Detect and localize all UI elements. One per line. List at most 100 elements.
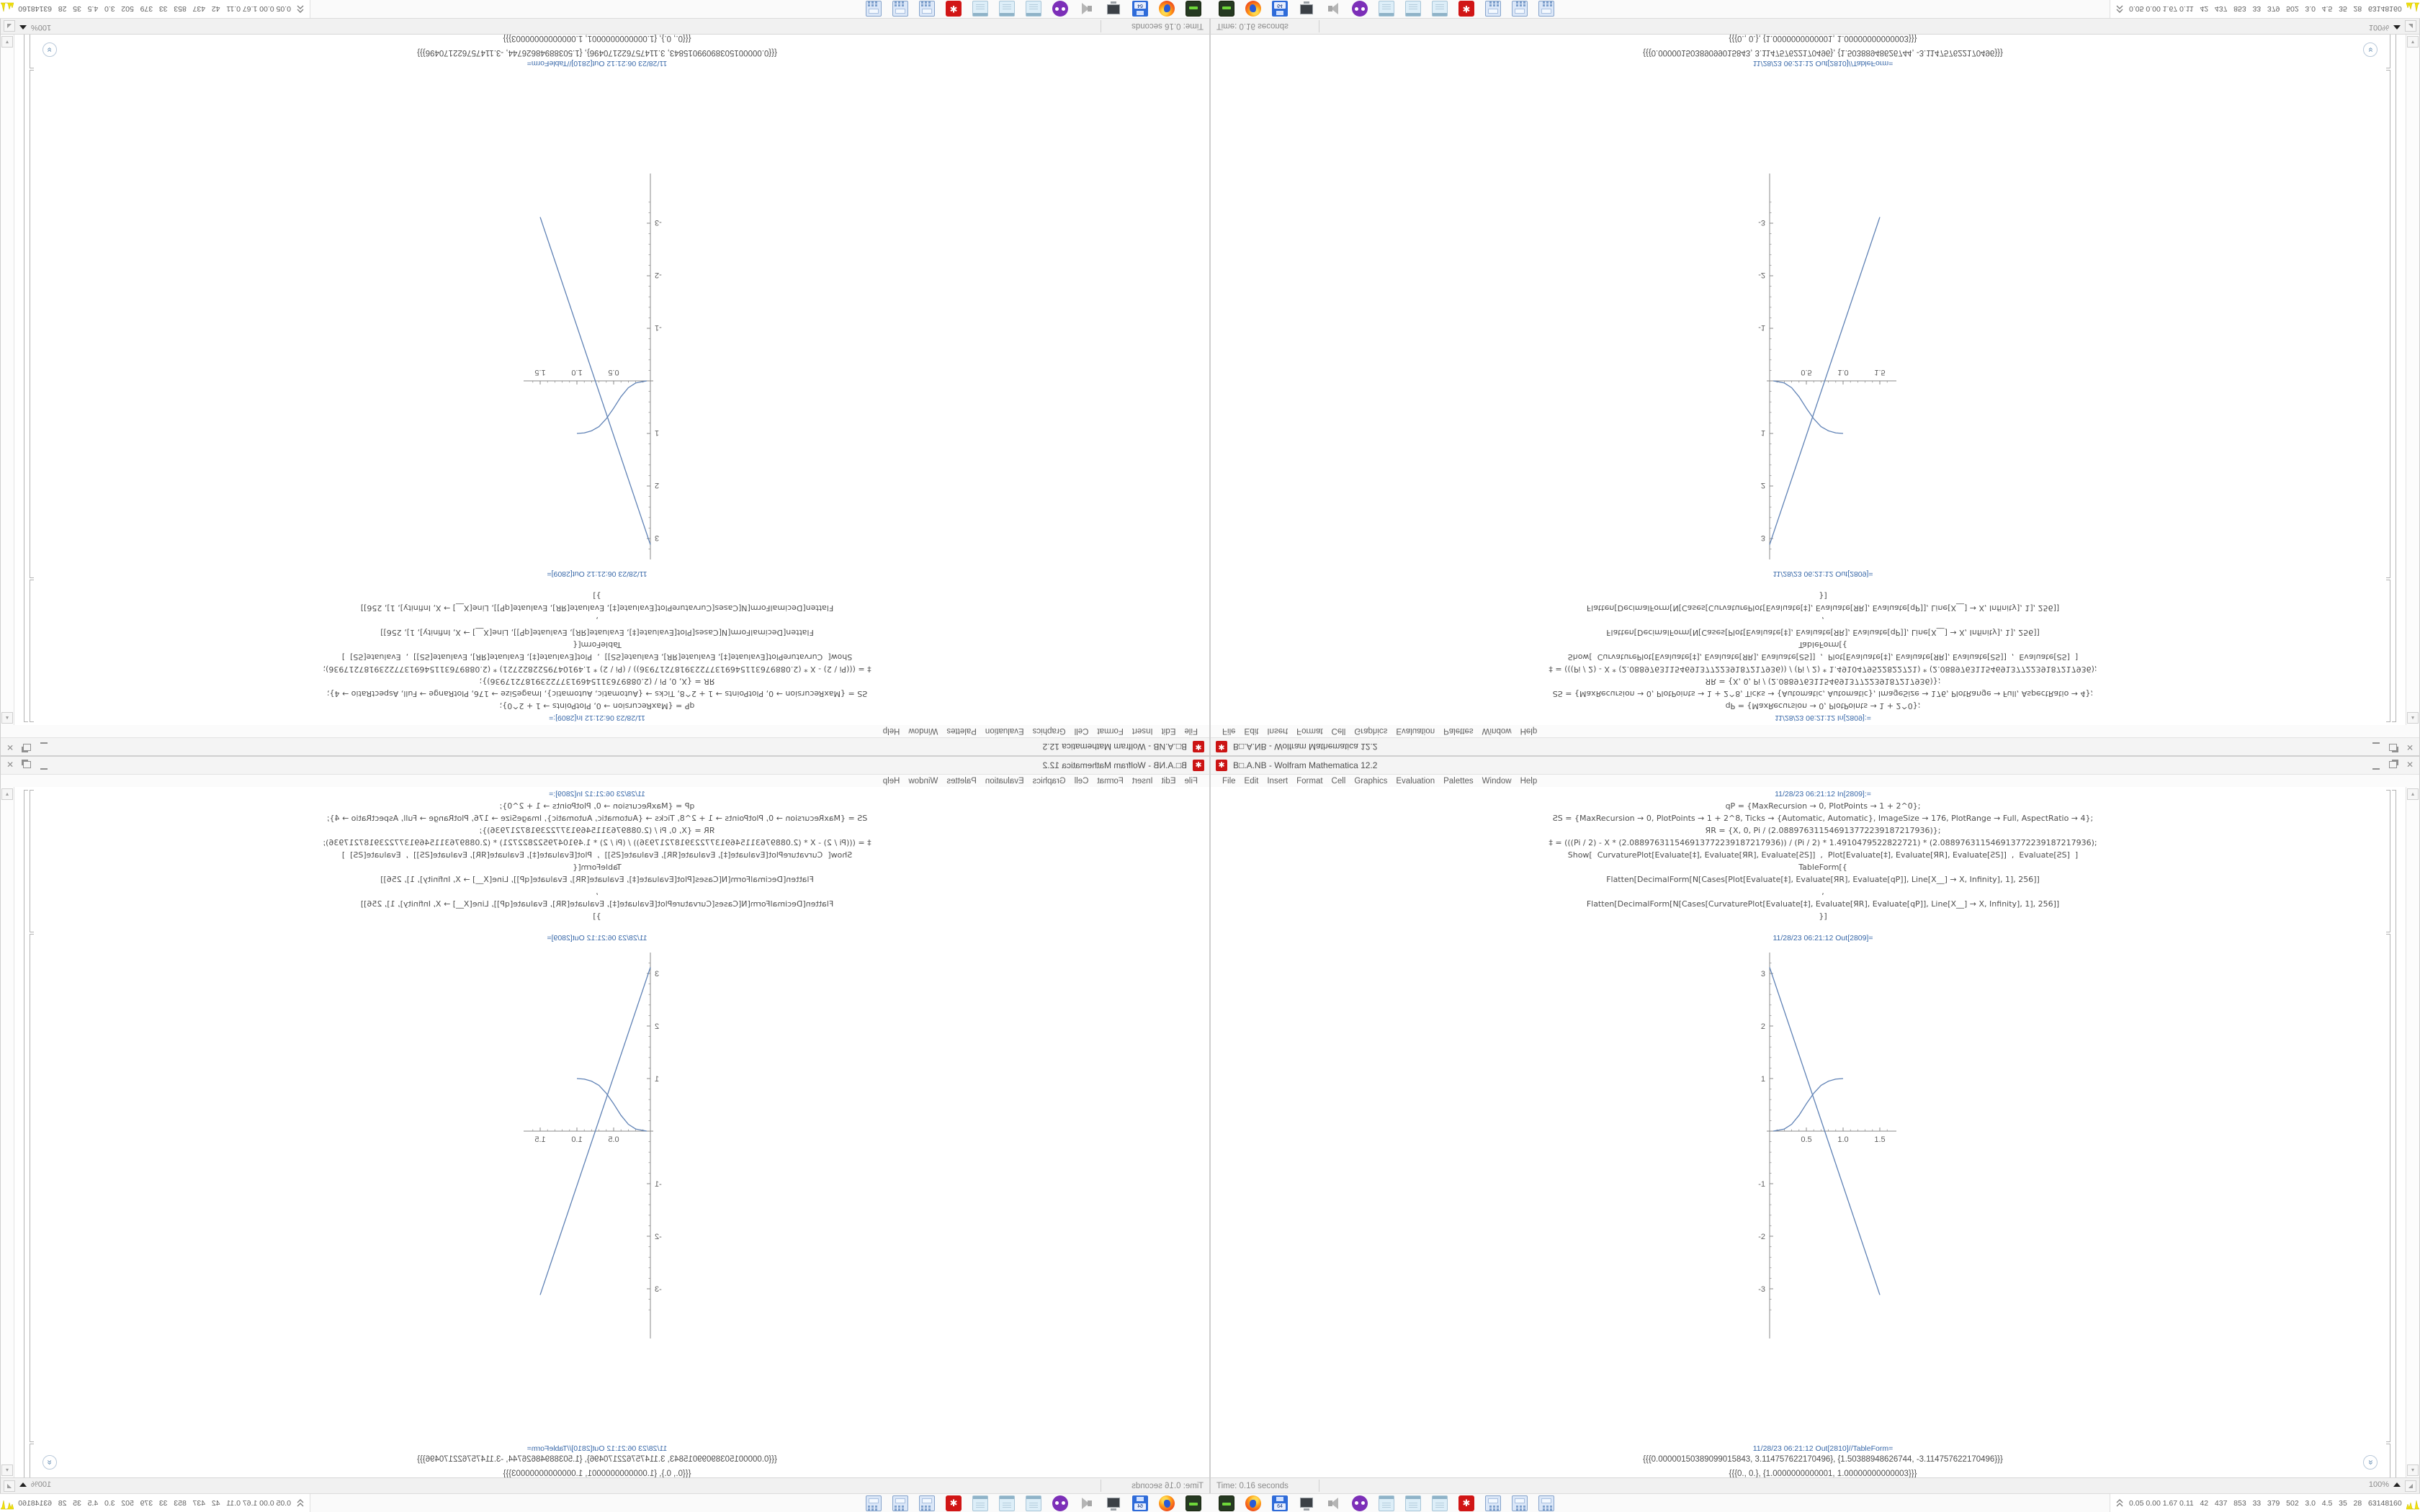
menu-help[interactable]: Help: [1520, 726, 1538, 735]
menu-format[interactable]: Format: [1296, 777, 1323, 786]
input-cell[interactable]: qP = {MaxRecursion → 0, PlotPoints → 1 +…: [1542, 590, 2104, 712]
floppy-64-icon[interactable]: 64: [1132, 1495, 1148, 1511]
purple-app-icon[interactable]: [1352, 1, 1368, 17]
code-line[interactable]: ‡ = (((Pi / 2) - X * (2.0889763115469137…: [323, 838, 871, 847]
menu-window[interactable]: Window: [908, 726, 938, 735]
menu-help[interactable]: Help: [882, 777, 900, 786]
menu-edit[interactable]: Edit: [1161, 726, 1176, 735]
floppy-64-icon[interactable]: 64: [1272, 1, 1288, 17]
code-line[interactable]: TableForm[{: [1798, 640, 1847, 649]
scroll-to-end-button[interactable]: »: [42, 42, 57, 57]
vertical-scrollbar[interactable]: ▴ ▾: [2406, 35, 2419, 725]
code-line[interactable]: ‡ = (((Pi / 2) - X * (2.0889763115469137…: [1549, 665, 2097, 674]
notepad-icon[interactable]: [1379, 1, 1394, 17]
firefox-icon[interactable]: [1245, 1, 1261, 17]
menu-insert[interactable]: Insert: [1131, 726, 1153, 735]
menu-window[interactable]: Window: [1482, 726, 1512, 735]
expand-chevrons-icon[interactable]: [2116, 5, 2123, 14]
speaker-icon[interactable]: [1325, 1, 1341, 17]
storage-box-icon[interactable]: [1186, 1495, 1201, 1511]
scroll-up-arrow-icon[interactable]: ▴: [1, 788, 13, 800]
code-line[interactable]: qP = {MaxRecursion → 0, PlotPoints → 1 +…: [499, 801, 695, 811]
code-line[interactable]: TableForm[{: [573, 863, 622, 872]
window-titlebar[interactable]: B□.A.NB - Wolfram Mathematica 12.2 ✕: [1211, 737, 2419, 755]
notebook-area[interactable]: 11/28/23 06:21:12 In[2809]:= qP = {MaxRe…: [14, 35, 1209, 725]
scroll-down-arrow-icon[interactable]: ▾: [1, 1464, 13, 1476]
display-monitor-icon[interactable]: [1299, 1, 1314, 17]
display-monitor-icon[interactable]: [1106, 1, 1121, 17]
code-line[interactable]: Flatten[DecimalForm[N[Cases[CurvaturePlo…: [360, 603, 834, 613]
storage-box-icon[interactable]: [1219, 1495, 1234, 1511]
code-line[interactable]: Show[ CurvaturePlot[Evaluate[‡], Evaluat…: [341, 850, 853, 860]
purple-app-icon[interactable]: [1052, 1, 1068, 17]
code-line[interactable]: TableForm[{: [1798, 863, 1847, 872]
code-line[interactable]: ЯR = {X, 0, Pi / (2.08897631154691377223…: [479, 677, 715, 686]
notebook-area[interactable]: 11/28/23 06:21:12 In[2809]:= qP = {MaxRe…: [1211, 35, 2406, 725]
code-line[interactable]: Show[ CurvaturePlot[Evaluate[‡], Evaluat…: [341, 652, 853, 662]
code-line[interactable]: }]: [593, 912, 601, 921]
calculator-icon[interactable]: [892, 1, 908, 17]
code-line[interactable]: ,: [1821, 616, 1824, 625]
calculator-icon[interactable]: [1512, 1, 1528, 17]
output-plot-cell-bracket[interactable]: [2386, 70, 2390, 578]
minimize-button[interactable]: [2372, 760, 2380, 770]
menu-edit[interactable]: Edit: [1244, 777, 1259, 786]
calculator-icon[interactable]: [1485, 1, 1501, 17]
minimize-button[interactable]: [40, 742, 48, 752]
speaker-icon[interactable]: [1325, 1495, 1341, 1511]
calculator-icon[interactable]: [1538, 1495, 1554, 1511]
scroll-down-arrow-icon[interactable]: ▾: [1, 36, 13, 48]
notepad-icon[interactable]: [1405, 1495, 1421, 1511]
menu-evaluation[interactable]: Evaluation: [985, 777, 1024, 786]
menu-file[interactable]: File: [1222, 726, 1236, 735]
code-line[interactable]: ƧS = {MaxRecursion → 0, PlotPoints → 1 +…: [1552, 689, 2094, 698]
magnification-control[interactable]: 100%: [2369, 1480, 2401, 1489]
maximize-button[interactable]: [2388, 761, 2397, 768]
purple-app-icon[interactable]: [1352, 1495, 1368, 1511]
code-line[interactable]: ƧS = {MaxRecursion → 0, PlotPoints → 1 +…: [326, 689, 868, 698]
calculator-icon[interactable]: [919, 1, 935, 17]
notepad-icon[interactable]: [1432, 1495, 1448, 1511]
code-line[interactable]: Flatten[DecimalForm[N[Cases[Plot[Evaluat…: [1606, 875, 2040, 884]
close-button[interactable]: ✕: [2406, 760, 2414, 770]
input-cell-bracket[interactable]: [2386, 580, 2390, 722]
calculator-icon[interactable]: [866, 1, 882, 17]
calculator-icon[interactable]: [866, 1495, 882, 1511]
code-line[interactable]: ƧS = {MaxRecursion → 0, PlotPoints → 1 +…: [1552, 814, 2094, 823]
calculator-icon[interactable]: [1512, 1495, 1528, 1511]
scroll-up-arrow-icon[interactable]: ▴: [2407, 788, 2419, 800]
firefox-icon[interactable]: [1245, 1495, 1261, 1511]
menu-file[interactable]: File: [1184, 726, 1198, 735]
menu-insert[interactable]: Insert: [1131, 777, 1153, 786]
code-line[interactable]: Flatten[DecimalForm[N[Cases[Plot[Evaluat…: [380, 875, 814, 884]
menu-graphics[interactable]: Graphics: [1032, 777, 1066, 786]
close-button[interactable]: ✕: [6, 760, 14, 770]
scroll-down-arrow-icon[interactable]: ▾: [2407, 1464, 2419, 1476]
maximize-button[interactable]: [23, 744, 32, 751]
output-table-cell-bracket[interactable]: [30, 35, 34, 68]
floppy-64-icon[interactable]: 64: [1272, 1495, 1288, 1511]
input-cell[interactable]: qP = {MaxRecursion → 0, PlotPoints → 1 +…: [316, 800, 878, 922]
cell-group-bracket[interactable]: [24, 790, 28, 1477]
code-line[interactable]: Flatten[DecimalForm[N[Cases[CurvaturePlo…: [360, 899, 834, 909]
menu-edit[interactable]: Edit: [1244, 726, 1259, 735]
notepad-icon[interactable]: [1026, 1495, 1041, 1511]
calculator-icon[interactable]: [1538, 1, 1554, 17]
menu-format[interactable]: Format: [1296, 726, 1323, 735]
notepad-icon[interactable]: [972, 1, 988, 17]
expand-chevrons-icon[interactable]: [297, 1498, 304, 1508]
display-monitor-icon[interactable]: [1299, 1495, 1314, 1511]
notepad-icon[interactable]: [1379, 1495, 1394, 1511]
code-line[interactable]: ЯR = {X, 0, Pi / (2.08897631154691377223…: [479, 826, 715, 835]
menu-format[interactable]: Format: [1097, 777, 1124, 786]
menu-evaluation[interactable]: Evaluation: [985, 726, 1024, 735]
code-line[interactable]: Flatten[DecimalForm[N[Cases[CurvaturePlo…: [1586, 899, 2060, 909]
input-cell-bracket[interactable]: [30, 790, 34, 932]
menu-window[interactable]: Window: [1482, 777, 1512, 786]
menu-help[interactable]: Help: [1520, 777, 1538, 786]
notepad-icon[interactable]: [1026, 1, 1041, 17]
firefox-icon[interactable]: [1159, 1495, 1175, 1511]
menu-cell[interactable]: Cell: [1074, 777, 1089, 786]
code-line[interactable]: qP = {MaxRecursion → 0, PlotPoints → 1 +…: [1725, 801, 1921, 811]
code-line[interactable]: ‡ = (((Pi / 2) - X * (2.0889763115469137…: [323, 665, 871, 674]
